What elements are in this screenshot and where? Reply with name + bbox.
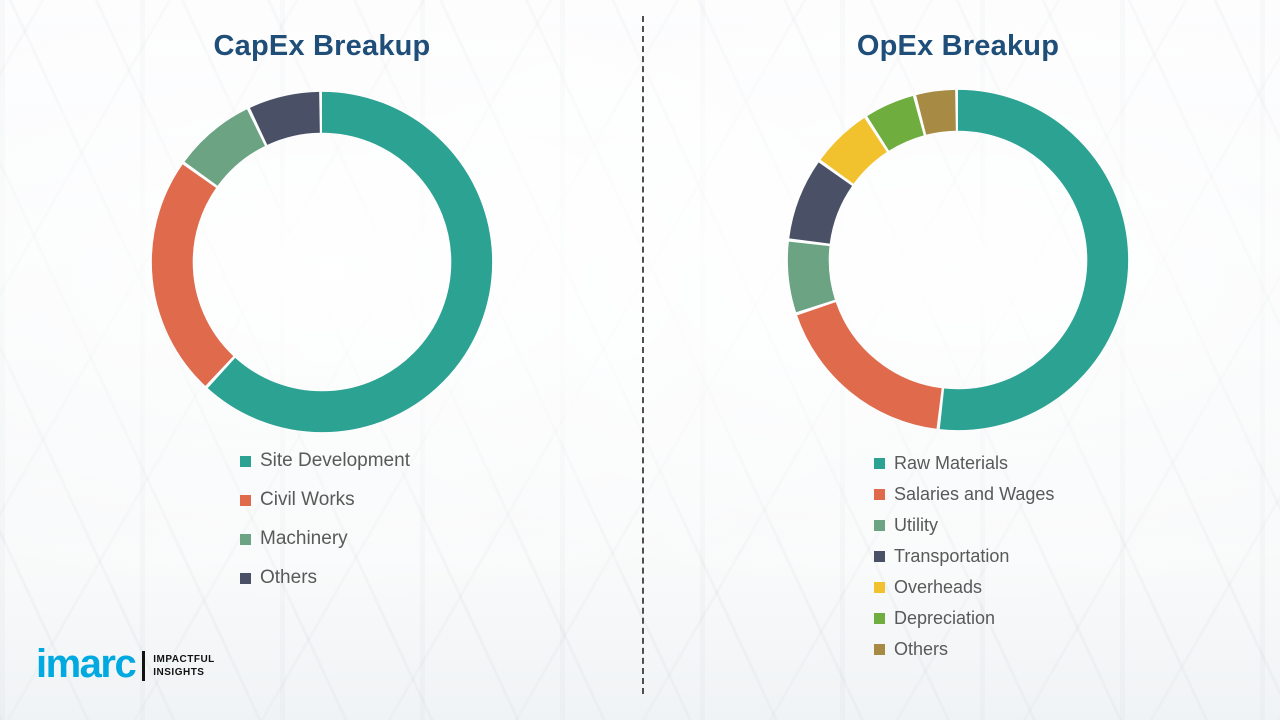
legend-swatch xyxy=(874,551,885,562)
legend-item: Overheads xyxy=(874,577,1054,598)
opex-chart-title: OpEx Breakup xyxy=(856,30,1060,62)
logo-tagline-line2: INSIGHTS xyxy=(153,667,205,678)
logo-separator-bar xyxy=(142,651,146,681)
legend-item: Utility xyxy=(874,515,1054,536)
legend-item: Salaries and Wages xyxy=(874,484,1054,505)
legend-item: Raw Materials xyxy=(874,453,1054,474)
legend-item: Others xyxy=(240,567,410,589)
legend-swatch xyxy=(874,489,885,500)
donut-segment-site-development xyxy=(151,91,493,433)
legend-swatch xyxy=(874,458,885,469)
capex-chart-title: CapEx Breakup xyxy=(213,30,431,62)
legend-label: Others xyxy=(894,639,949,659)
legend-label: Overheads xyxy=(894,577,983,597)
legend-swatch xyxy=(240,455,251,467)
legend-item: Others xyxy=(874,639,1054,660)
legend-label: Transportation xyxy=(894,546,1010,566)
opex-legend: Raw Materials Salaries and Wages Utility Tr… xyxy=(874,453,1054,670)
legend-label: Depreciation xyxy=(894,608,996,628)
donut-segment-utility xyxy=(787,89,1129,431)
donut-segment-civil-works xyxy=(151,91,493,433)
legend-swatch xyxy=(240,494,251,506)
imarc-logo-wordmark: imarc xyxy=(36,642,137,686)
capex-legend: Site Development Civil Works Machinery Othe… xyxy=(240,450,410,606)
legend-label: Site Development xyxy=(260,450,410,471)
legend-label: Raw Materials xyxy=(894,453,1009,473)
legend-item: Depreciation xyxy=(874,608,1054,629)
legend-item: Site Development xyxy=(240,450,410,472)
legend-item: Civil Works xyxy=(240,489,410,511)
legend-label: Utility xyxy=(894,515,938,535)
vertical-dashed-divider xyxy=(642,16,644,694)
legend-label: Machinery xyxy=(260,528,348,549)
logo-tagline-line1: IMPACTFUL xyxy=(153,654,215,665)
imarc-logo: imarc IMPACTFUL INSIGHTS xyxy=(36,644,215,684)
legend-item: Transportation xyxy=(874,546,1054,567)
legend-swatch xyxy=(874,644,885,655)
legend-label: Salaries and Wages xyxy=(894,484,1055,504)
capex-donut-chart xyxy=(147,87,497,437)
legend-swatch xyxy=(874,613,885,624)
legend-swatch xyxy=(874,582,885,593)
legend-swatch xyxy=(240,572,251,584)
legend-item: Machinery xyxy=(240,528,410,550)
logo-tagline: IMPACTFUL INSIGHTS xyxy=(153,653,215,679)
legend-swatch xyxy=(874,520,885,531)
legend-label: Others xyxy=(260,567,318,588)
donut-segment-raw-materials xyxy=(787,89,1129,431)
legend-label: Civil Works xyxy=(260,489,355,510)
opex-donut-chart xyxy=(783,85,1133,435)
legend-swatch xyxy=(240,533,251,545)
